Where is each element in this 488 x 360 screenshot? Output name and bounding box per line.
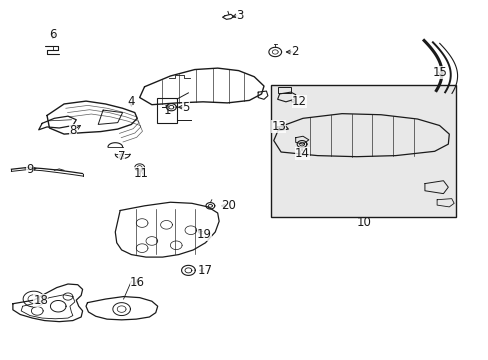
- Text: 9: 9: [26, 163, 34, 176]
- Text: 13: 13: [271, 121, 285, 134]
- Text: 3: 3: [235, 9, 243, 22]
- Text: 7: 7: [118, 150, 125, 163]
- Bar: [277, 87, 291, 93]
- Text: 20: 20: [221, 199, 236, 212]
- Text: 2: 2: [291, 45, 298, 58]
- Text: 11: 11: [133, 167, 148, 180]
- Text: 18: 18: [33, 294, 48, 307]
- Text: 19: 19: [197, 228, 212, 241]
- Text: 12: 12: [291, 95, 306, 108]
- Text: 14: 14: [294, 147, 309, 159]
- Text: 10: 10: [356, 216, 371, 229]
- Text: 15: 15: [432, 66, 447, 79]
- Bar: [157, 98, 177, 123]
- Text: 4: 4: [127, 95, 135, 108]
- Text: 5: 5: [182, 101, 189, 114]
- Text: 1: 1: [163, 104, 170, 117]
- Text: 8: 8: [69, 124, 77, 137]
- Text: 6: 6: [49, 28, 57, 41]
- Bar: [271, 85, 455, 217]
- Text: 17: 17: [198, 264, 213, 277]
- Text: 16: 16: [129, 276, 144, 289]
